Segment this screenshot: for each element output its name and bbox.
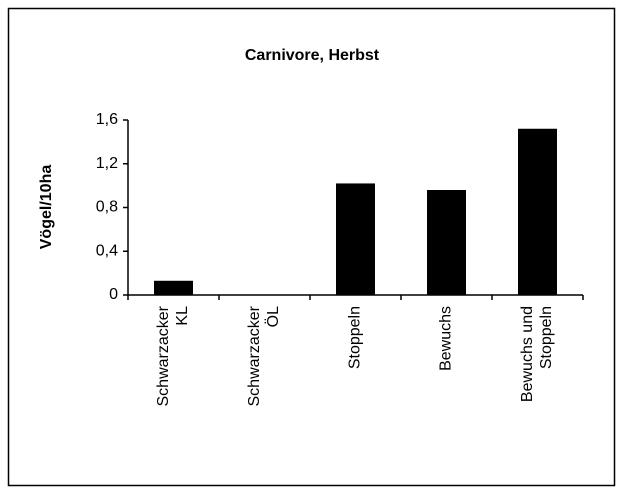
y-tick-label: 0,8 [96,199,118,216]
x-tick-label: Schwarzacker [155,305,172,406]
y-tick-label: 1,6 [96,111,118,128]
x-tick-label: Bewuchs und [519,306,536,402]
x-tick-label: KL [174,306,191,326]
chart-title: Carnivore, Herbst [245,47,380,64]
y-tick-label: 0,4 [96,242,118,259]
bar [518,128,557,295]
bar [427,190,466,295]
x-tick-label: Stoppeln [538,306,555,369]
y-axis-label: Vögel/10ha [38,165,55,250]
x-tick-label: ÖL [264,306,282,327]
x-tick-label: Stoppeln [347,306,364,369]
x-tick-label: Schwarzacker [246,305,263,406]
bar [336,183,375,295]
y-tick-label: 0 [109,286,118,303]
y-tick-label: 1,2 [96,155,118,172]
chart-frame [7,7,616,487]
x-tick-label: Bewuchs [438,306,455,371]
bar [154,280,193,295]
